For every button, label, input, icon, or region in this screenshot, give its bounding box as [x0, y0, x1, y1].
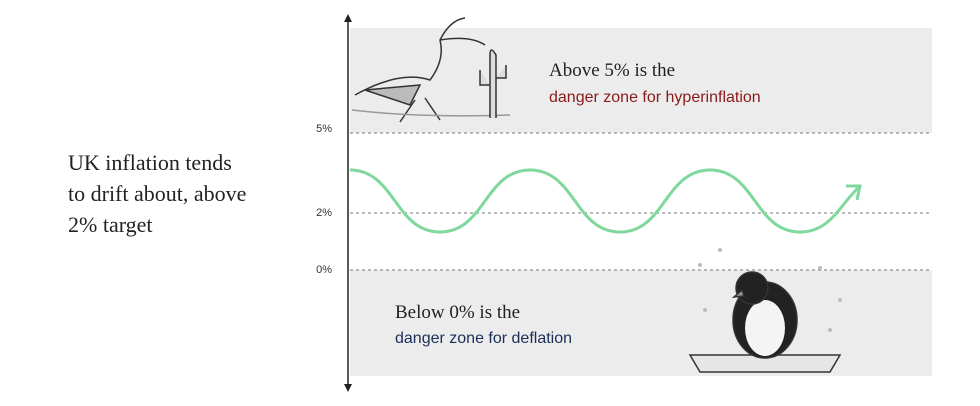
caption-line: 2% target: [68, 212, 153, 237]
vertical-axis: [344, 14, 352, 392]
upper-zone-title: Above 5% is the: [549, 60, 675, 81]
guide-lines: [350, 132, 932, 271]
caption: UK inflation tends to drift about, above…: [68, 150, 246, 237]
caption-line: to drift about, above: [68, 181, 246, 206]
roadrunner-illustration: [351, 17, 511, 123]
upper-zone-subtitle: danger zone for hyperinflation: [549, 89, 761, 106]
axis-label: 2%: [316, 207, 332, 219]
lower-zone: [350, 270, 932, 376]
lower-zone-title: Below 0% is the: [395, 302, 520, 323]
penguin-illustration: [688, 248, 842, 373]
axis-label: 0%: [316, 264, 332, 276]
lower-zone-subtitle: danger zone for deflation: [395, 330, 572, 347]
inflation-wave: [349, 168, 860, 234]
axis-label: 5%: [316, 123, 332, 135]
caption-line: UK inflation tends: [68, 150, 232, 175]
wave-arrow: [846, 184, 862, 201]
